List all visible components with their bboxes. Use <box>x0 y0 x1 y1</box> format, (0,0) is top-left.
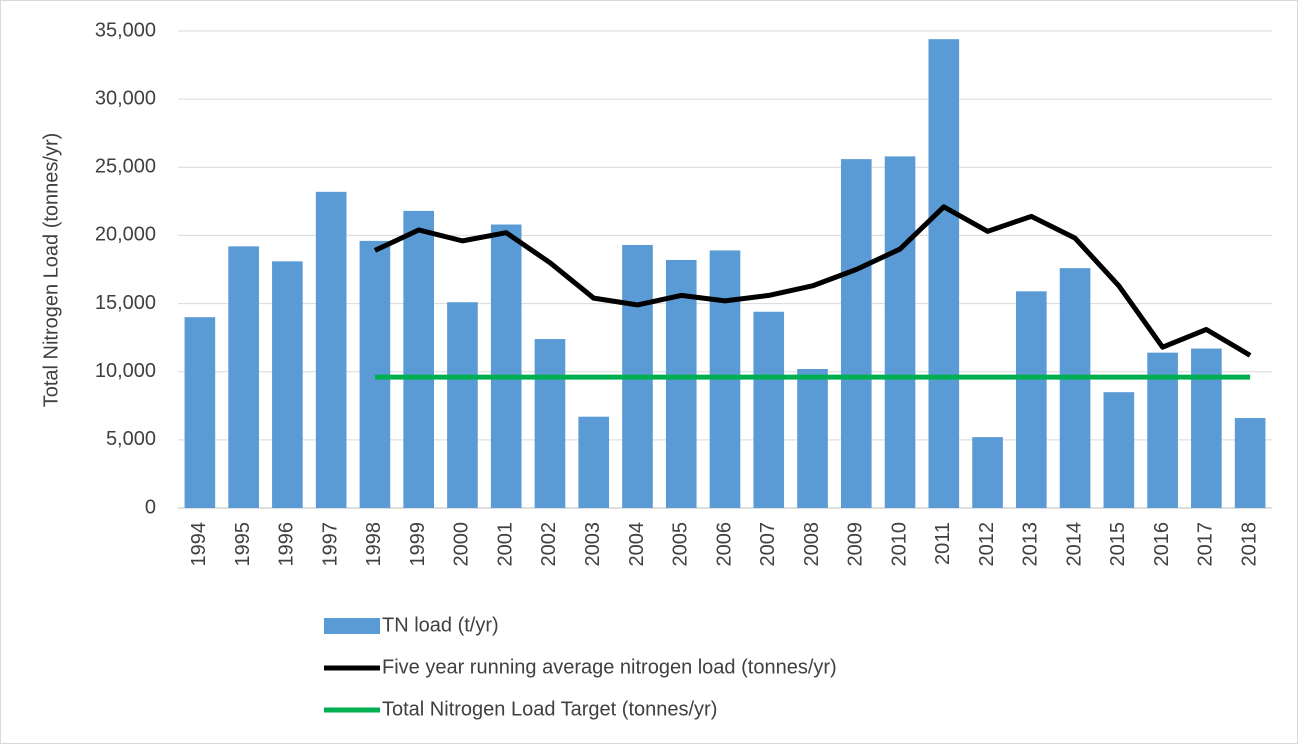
bar <box>1016 291 1047 508</box>
line <box>373 204 1252 358</box>
x-tick-label: 2013 <box>1020 522 1042 567</box>
x-tick-label: 2012 <box>976 522 998 567</box>
y-tick-label: 10,000 <box>95 360 156 382</box>
legend-label: Total Nitrogen Load Target (tonnes/yr) <box>382 698 717 720</box>
x-tick-label: 1998 <box>363 522 385 567</box>
bar <box>534 339 566 508</box>
bar <box>884 156 916 508</box>
x-tick-label: 2002 <box>538 522 560 567</box>
y-axis-title: Total Nitrogen Load (tonnes/yr) <box>40 133 62 408</box>
bar <box>228 246 259 508</box>
x-tick-label: 1995 <box>232 522 254 567</box>
x-tick-label: 1994 <box>188 522 210 567</box>
bar <box>578 416 610 508</box>
bar <box>447 302 478 508</box>
y-tick-label: 15,000 <box>95 292 156 314</box>
bar <box>1234 418 1266 508</box>
x-tick-label: 2014 <box>1063 522 1085 567</box>
x-tick-label: 1999 <box>407 522 429 567</box>
y-tick-label: 25,000 <box>95 156 156 178</box>
x-tick-label: 2018 <box>1238 522 1260 567</box>
y-tick-label: 5,000 <box>106 428 156 450</box>
bar <box>1059 268 1091 508</box>
y-tick-label: 0 <box>145 496 156 518</box>
x-tick-label: 2015 <box>1107 522 1129 567</box>
x-tick-label: 2004 <box>626 522 648 567</box>
x-tick-label: 2003 <box>582 522 604 567</box>
legend-label: TN load (t/yr) <box>382 614 499 636</box>
bar <box>1191 348 1222 508</box>
bar <box>184 317 216 508</box>
x-tick-label: 1996 <box>276 522 298 567</box>
bar <box>753 311 785 508</box>
y-tick-label: 20,000 <box>95 224 156 246</box>
bar <box>359 240 391 508</box>
x-tick-label: 2016 <box>1151 522 1173 567</box>
bar <box>665 259 697 508</box>
x-tick-label: 2009 <box>845 522 867 567</box>
bar <box>1103 392 1135 508</box>
x-tick-label: 2007 <box>757 522 779 567</box>
legend-swatch <box>324 618 380 634</box>
bar <box>928 39 960 508</box>
x-tick-label: 2017 <box>1195 522 1217 567</box>
x-tick-label: 2006 <box>713 522 735 567</box>
bar <box>972 437 1003 508</box>
x-tick-label: 2008 <box>801 522 823 567</box>
bar <box>272 261 303 508</box>
x-tick-label: 2010 <box>888 522 910 567</box>
x-tick-label: 2000 <box>451 522 473 567</box>
bar <box>840 159 872 508</box>
bar <box>315 191 347 508</box>
x-tick-label: 2001 <box>494 522 516 567</box>
y-tick-label: 30,000 <box>95 87 156 109</box>
y-tick-label: 35,000 <box>95 19 156 41</box>
bar <box>797 368 828 508</box>
x-tick-label: 2005 <box>670 522 692 567</box>
x-tick-label: 2011 <box>932 522 954 565</box>
x-tick-label: 1997 <box>319 522 341 567</box>
bar <box>403 210 434 508</box>
legend-label: Five year running average nitrogen load … <box>382 656 837 678</box>
bar <box>490 224 522 509</box>
